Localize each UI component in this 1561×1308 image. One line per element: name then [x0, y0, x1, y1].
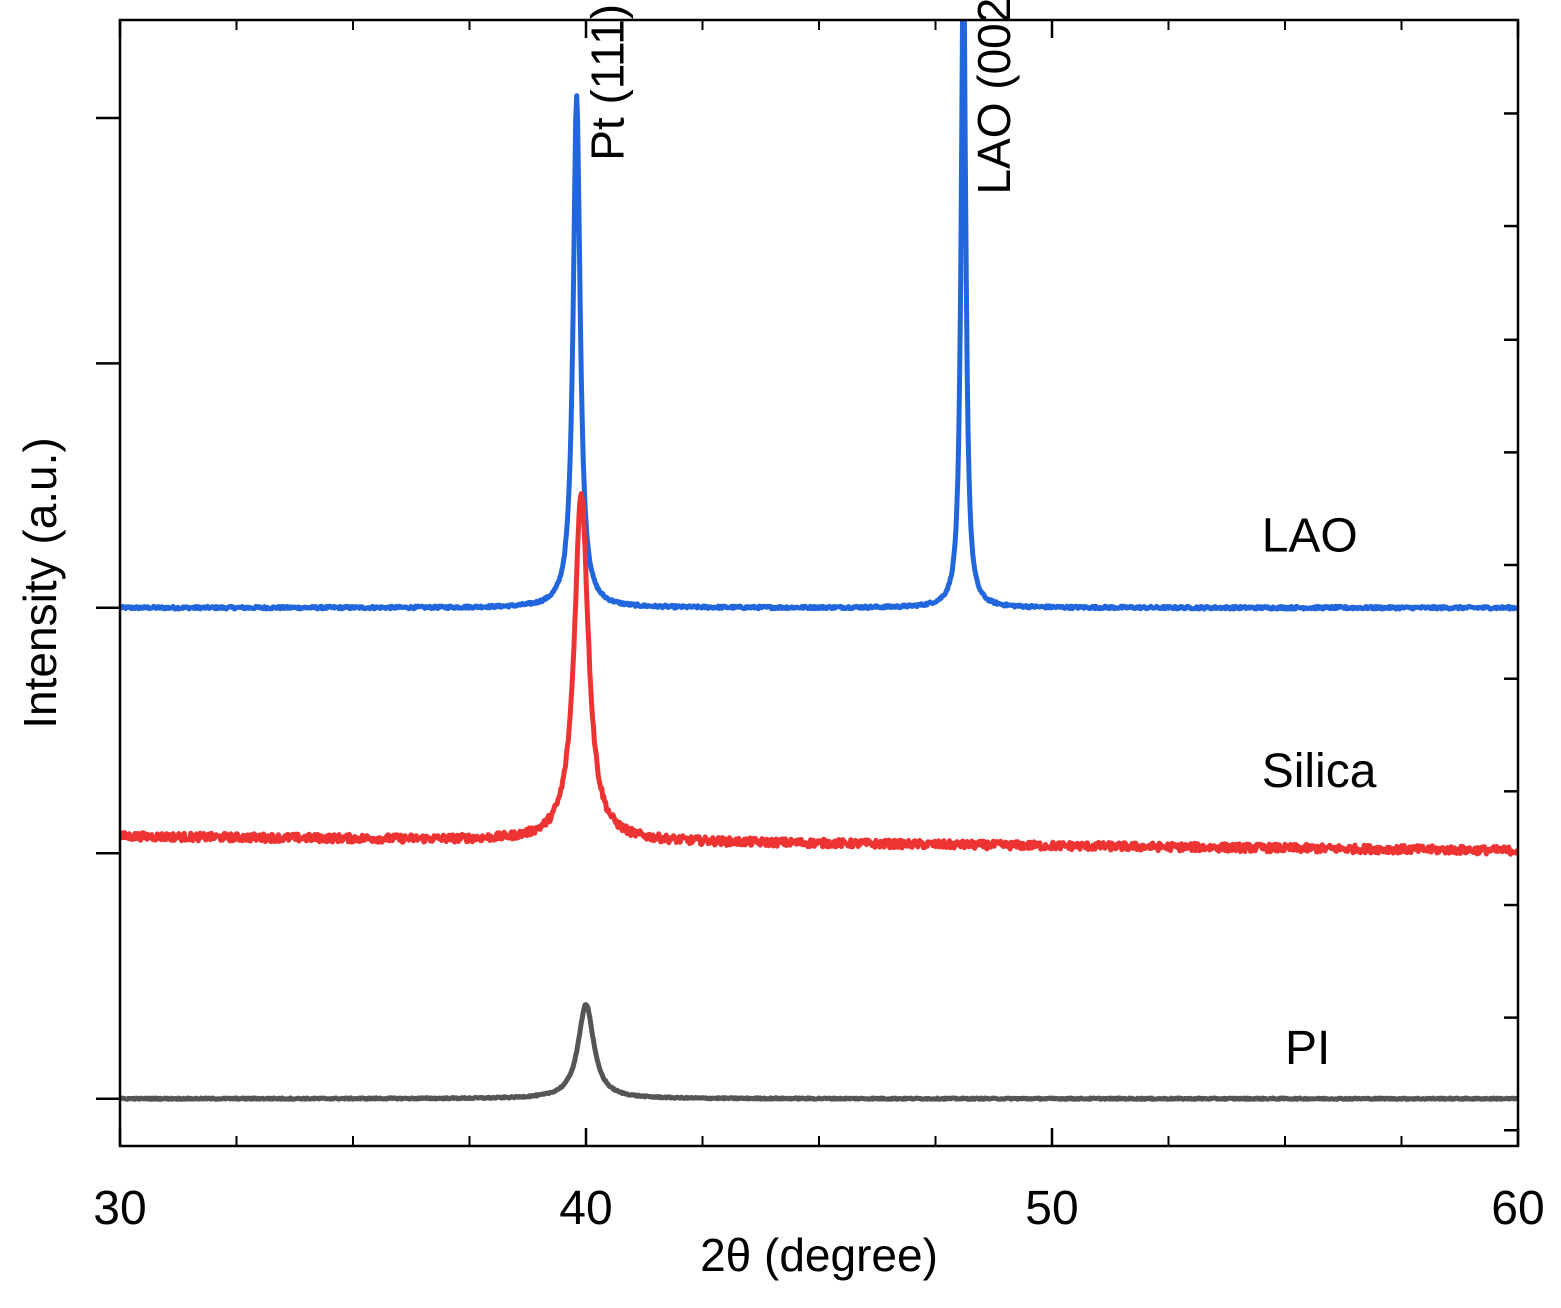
- x-tick-label-40: 40: [559, 1182, 612, 1235]
- series-label-silica: Silica: [1262, 745, 1377, 798]
- y-axis-title: Intensity (a.u.): [14, 437, 66, 728]
- series-line-silica: [120, 491, 1518, 857]
- x-tick-label-60: 60: [1491, 1182, 1544, 1235]
- tick-layer: [96, 20, 1520, 1146]
- x-axis-title: 2θ (degree): [700, 1229, 938, 1281]
- x-tick-label-30: 30: [93, 1182, 146, 1235]
- series-label-layer: LAO Silica PI: [1262, 509, 1377, 1074]
- series-label-lao: LAO: [1262, 509, 1358, 562]
- series-line-lao: [120, 20, 1518, 612]
- annotation-layer: Pt (111) LAO (002): [581, 0, 1020, 195]
- tick-label-layer: 30 40 50 60: [93, 1182, 1544, 1235]
- peak-annotation-1: Pt (111): [581, 4, 633, 161]
- plot-frame: [118, 18, 1520, 1148]
- peak-annotation-2: LAO (002): [968, 0, 1020, 195]
- series-label-pi: PI: [1285, 1022, 1330, 1075]
- x-tick-label-50: 50: [1025, 1182, 1078, 1235]
- series-layer: [120, 20, 1518, 1102]
- series-line-pi: [120, 1002, 1518, 1102]
